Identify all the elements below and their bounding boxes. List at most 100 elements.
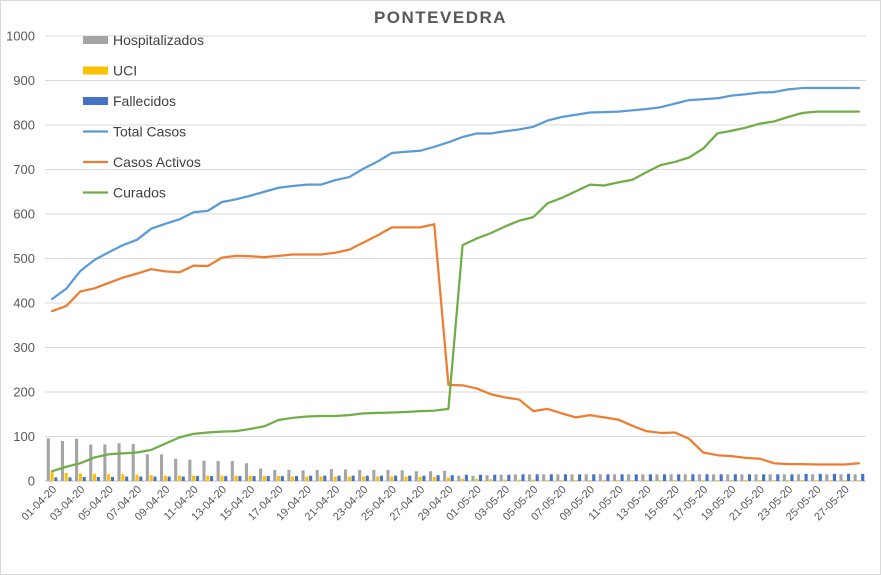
bar-uci	[333, 476, 337, 481]
bar-uci	[262, 476, 266, 481]
bar-fallecidos	[521, 474, 525, 481]
bar-hospitalizados	[839, 474, 843, 481]
bar-hospitalizados	[570, 474, 574, 481]
bar-uci	[376, 476, 380, 481]
bar-uci	[135, 474, 139, 481]
bar-uci	[475, 478, 479, 481]
y-tick-label: 200	[13, 385, 35, 400]
bar-uci	[503, 479, 507, 481]
bar-fallecidos	[493, 474, 497, 481]
bar-uci	[347, 476, 351, 481]
bar-uci	[630, 480, 634, 481]
bar-uci	[701, 480, 705, 481]
legend-item-fallecidos: Fallecidos	[83, 93, 176, 109]
bar-fallecidos	[832, 473, 836, 481]
bar-fallecidos	[847, 473, 851, 481]
y-tick-label: 0	[28, 474, 35, 489]
bar-fallecidos	[210, 476, 214, 481]
bar-fallecidos	[309, 475, 313, 481]
bar-hospitalizados	[471, 475, 475, 481]
bar-hospitalizados	[216, 460, 220, 481]
bar-fallecidos	[606, 474, 610, 481]
y-tick-label: 900	[13, 73, 35, 88]
legend-item-hospitalizados: Hospitalizados	[83, 32, 204, 48]
bar-hospitalizados	[75, 438, 79, 481]
bar-uci	[531, 479, 535, 481]
bar-fallecidos	[776, 474, 780, 481]
bar-uci	[64, 472, 68, 481]
bar-hospitalizados	[740, 474, 744, 481]
bar-hospitalizados	[244, 463, 248, 481]
bar-hospitalizados	[159, 454, 164, 481]
bar-uci	[602, 480, 606, 481]
bar-hospitalizados	[584, 474, 588, 481]
gridlines	[45, 35, 866, 482]
bar-fallecidos	[507, 474, 511, 481]
bar-hospitalizados	[782, 474, 786, 481]
bar-uci	[361, 476, 366, 481]
bar-hospitalizados	[627, 474, 631, 481]
bar-fallecidos	[535, 474, 539, 481]
legend-item-casos-activos: Casos Activos	[83, 154, 201, 170]
y-tick-label: 1000	[6, 29, 35, 44]
bar-uci	[574, 480, 578, 481]
bar-fallecidos	[351, 475, 355, 481]
chart-title: PONTEVEDRA	[373, 8, 508, 27]
bar-uci	[163, 475, 167, 481]
bar-hospitalizados	[768, 474, 772, 481]
legend-item-uci: UCI	[83, 63, 137, 79]
bar-hospitalizados	[301, 470, 305, 481]
bar-uci	[489, 479, 493, 481]
bar-uci	[729, 480, 734, 481]
bar-fallecidos	[153, 476, 157, 481]
bar-uci	[192, 475, 196, 481]
bar-hospitalizados	[287, 469, 291, 482]
bar-fallecidos	[747, 474, 752, 481]
line-casos-activos	[50, 223, 861, 466]
bar-hospitalizados	[655, 474, 659, 481]
line-series	[50, 86, 861, 473]
bar-hospitalizados	[598, 474, 602, 481]
bar-fallecidos	[323, 475, 327, 481]
bar-hospitalizados	[457, 475, 461, 481]
bar-hospitalizados	[202, 460, 206, 481]
bar-uci	[305, 476, 309, 481]
bar-hospitalizados	[131, 444, 135, 481]
bar-uci	[177, 475, 182, 481]
bar-hospitalizados	[60, 440, 64, 481]
y-tick-label: 800	[13, 118, 35, 133]
bar-uci	[829, 480, 833, 481]
bar-hospitalizados	[499, 474, 503, 481]
bar-fallecidos	[563, 474, 568, 481]
bar-fallecidos	[478, 474, 483, 481]
bar-fallecidos	[365, 475, 369, 481]
legend: Hospitalizados UCI Fallecidos Total Casos Ca…	[83, 32, 204, 201]
bar-fallecidos	[620, 474, 624, 481]
bar-fallecidos	[861, 473, 865, 481]
bar-hospitalizados	[811, 474, 815, 481]
x-axis: 01-04-2003-04-2005-04-2007-04-2009-04-20…	[20, 484, 852, 524]
bar-fallecidos	[280, 476, 284, 481]
bar-uci	[616, 480, 620, 481]
legend-swatch	[83, 36, 108, 44]
y-tick-label: 300	[13, 340, 35, 355]
bar-uci	[149, 475, 153, 481]
bar-hospitalizados	[273, 469, 277, 482]
bar-hospitalizados	[428, 471, 433, 481]
bar-uci	[744, 480, 748, 481]
bar-fallecidos	[139, 476, 143, 481]
bar-fallecidos	[68, 477, 72, 481]
bar-hospitalizados	[386, 469, 390, 482]
bar-uci	[418, 477, 422, 481]
bar-fallecidos	[96, 477, 100, 481]
legend-label: Fallecidos	[113, 93, 176, 109]
line-total-casos	[50, 86, 861, 301]
bar-hospitalizados	[513, 474, 517, 481]
legend-item-total-casos: Total Casos	[83, 124, 186, 140]
y-tick-label: 100	[13, 429, 35, 444]
bar-fallecidos	[54, 477, 58, 481]
bar-uci	[758, 480, 762, 481]
legend-item-curados: Curados	[83, 185, 166, 201]
bar-hospitalizados	[542, 474, 546, 481]
